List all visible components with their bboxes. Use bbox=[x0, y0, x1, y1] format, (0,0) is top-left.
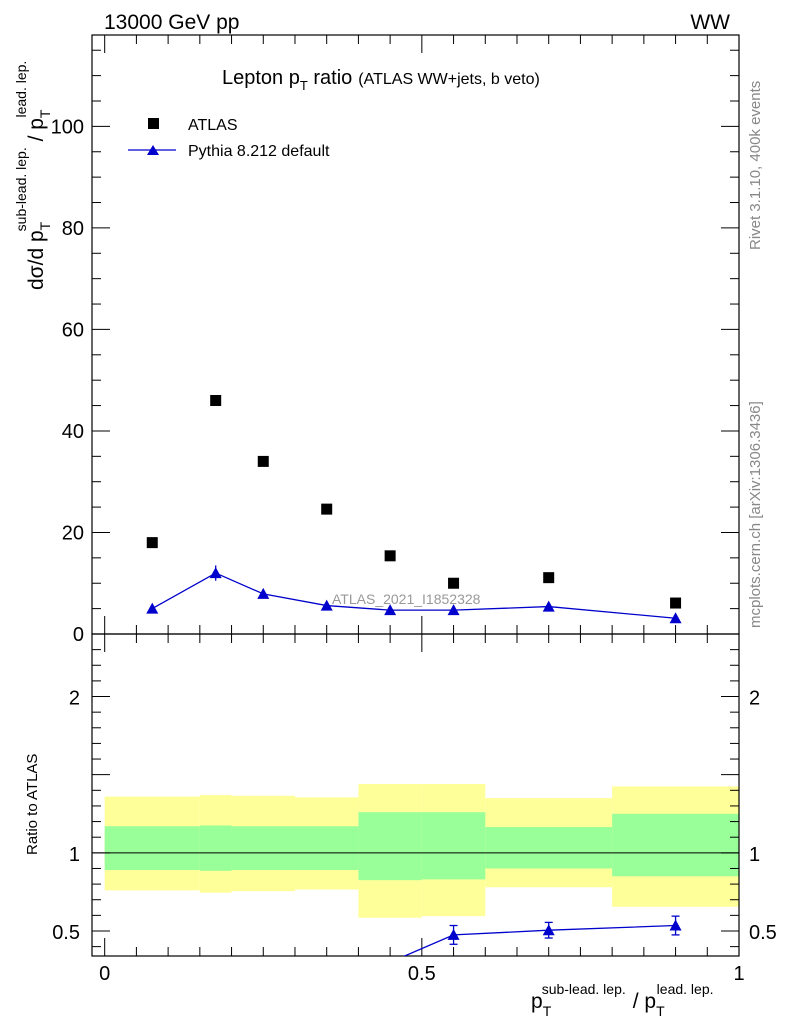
ratio-series bbox=[146, 915, 682, 978]
atlas-point-6 bbox=[543, 572, 555, 584]
legend: ATLAS Pythia 8.212 default bbox=[128, 117, 330, 160]
header-right: WW bbox=[690, 11, 730, 34]
main-ytick-label-1: 20 bbox=[62, 522, 84, 544]
ratio-ytick-label-right-2: 2 bbox=[749, 688, 760, 710]
band-inner-5 bbox=[421, 812, 486, 880]
ratio-ytick-label-left-1: 1 bbox=[69, 844, 80, 866]
pythia-point-ratio-2 bbox=[257, 967, 269, 978]
main-ytick-label-4: 80 bbox=[62, 218, 84, 240]
pythia-point-ratio-4 bbox=[384, 956, 396, 967]
header-left: 13000 GeV pp bbox=[104, 11, 239, 34]
pythia-point-ratio-0 bbox=[146, 959, 158, 970]
pythia-point-main-6 bbox=[542, 600, 555, 612]
legend-pythia-label: Pythia 8.212 default bbox=[188, 143, 330, 160]
atlas-point-1 bbox=[210, 394, 222, 406]
ratio-panel-frame bbox=[91, 633, 740, 957]
pythia-line-main bbox=[151, 572, 676, 619]
band-inner-2 bbox=[231, 826, 295, 871]
pythia-point-ratio-1 bbox=[210, 963, 222, 974]
main-ytick-label-2: 40 bbox=[62, 421, 84, 443]
band-inner-1 bbox=[199, 825, 232, 871]
atlas-point-4 bbox=[384, 550, 396, 562]
chart-title: Lepton pT ratio (ATLAS WW+jets, b veto) bbox=[222, 67, 540, 93]
pythia-point-ratio-3 bbox=[321, 967, 333, 978]
legend-atlas-marker bbox=[148, 118, 159, 129]
pythia-point-main-2 bbox=[257, 587, 270, 599]
pythia-point-main-4 bbox=[384, 604, 397, 616]
atlas-point-2 bbox=[257, 455, 269, 467]
ratio-ytick-label-left-0: 0.5 bbox=[52, 922, 80, 944]
xtick-label-0: 0 bbox=[99, 963, 110, 985]
axis-ticks bbox=[92, 35, 740, 956]
legend-atlas-label: ATLAS bbox=[188, 117, 238, 134]
main-ytick-label-5: 100 bbox=[51, 116, 84, 138]
pythia-point-main-1 bbox=[209, 567, 222, 579]
mcplots-label: mcplots.cern.ch [arXiv:1306.3436] bbox=[747, 401, 764, 628]
pythia-point-ratio-6 bbox=[542, 924, 555, 936]
main-series bbox=[146, 394, 682, 624]
atlas-point-0 bbox=[146, 537, 158, 549]
atlas-point-5 bbox=[448, 577, 460, 589]
pythia-line-ratio bbox=[402, 924, 676, 956]
xtick-label-2: 1 bbox=[733, 963, 744, 985]
band-inner-3 bbox=[294, 826, 359, 871]
legend-pythia-marker bbox=[147, 145, 159, 155]
ratio-bands bbox=[104, 784, 739, 918]
watermark: ATLAS_2021_I1852328 bbox=[332, 591, 481, 607]
band-inner-6 bbox=[485, 827, 613, 869]
xtick-label-1: 0.5 bbox=[408, 963, 436, 985]
main-ytick-label-0: 0 bbox=[73, 624, 84, 646]
band-inner-0 bbox=[104, 826, 200, 871]
x-axis-label: pTsub-lead. lep./ pTlead. lep. bbox=[531, 981, 714, 1019]
atlas-point-3 bbox=[321, 503, 333, 515]
main-ytick-label-3: 60 bbox=[62, 319, 84, 341]
ratio-ytick-label-left-2: 2 bbox=[69, 688, 80, 710]
pythia-point-main-3 bbox=[320, 599, 333, 611]
band-inner-7 bbox=[612, 813, 739, 877]
pythia-point-ratio-7 bbox=[669, 919, 682, 931]
ratio-ytick-label-right-1: 1 bbox=[749, 844, 760, 866]
pythia-point-main-0 bbox=[146, 602, 159, 614]
atlas-point-7 bbox=[670, 597, 682, 609]
y-axis-label-main: dσ/d pTsub-lead. lep. / pTlead. lep. bbox=[13, 61, 53, 290]
band-inner-4 bbox=[358, 812, 422, 881]
pythia-point-main-7 bbox=[669, 612, 682, 624]
pythia-point-main-5 bbox=[447, 604, 460, 616]
ratio-ytick-label-right-0: 0.5 bbox=[749, 922, 777, 944]
y-axis-label-ratio: Ratio to ATLAS bbox=[24, 754, 41, 855]
rivet-label: Rivet 3.1.10, 400k events bbox=[747, 81, 764, 250]
pythia-point-ratio-5 bbox=[447, 928, 460, 940]
